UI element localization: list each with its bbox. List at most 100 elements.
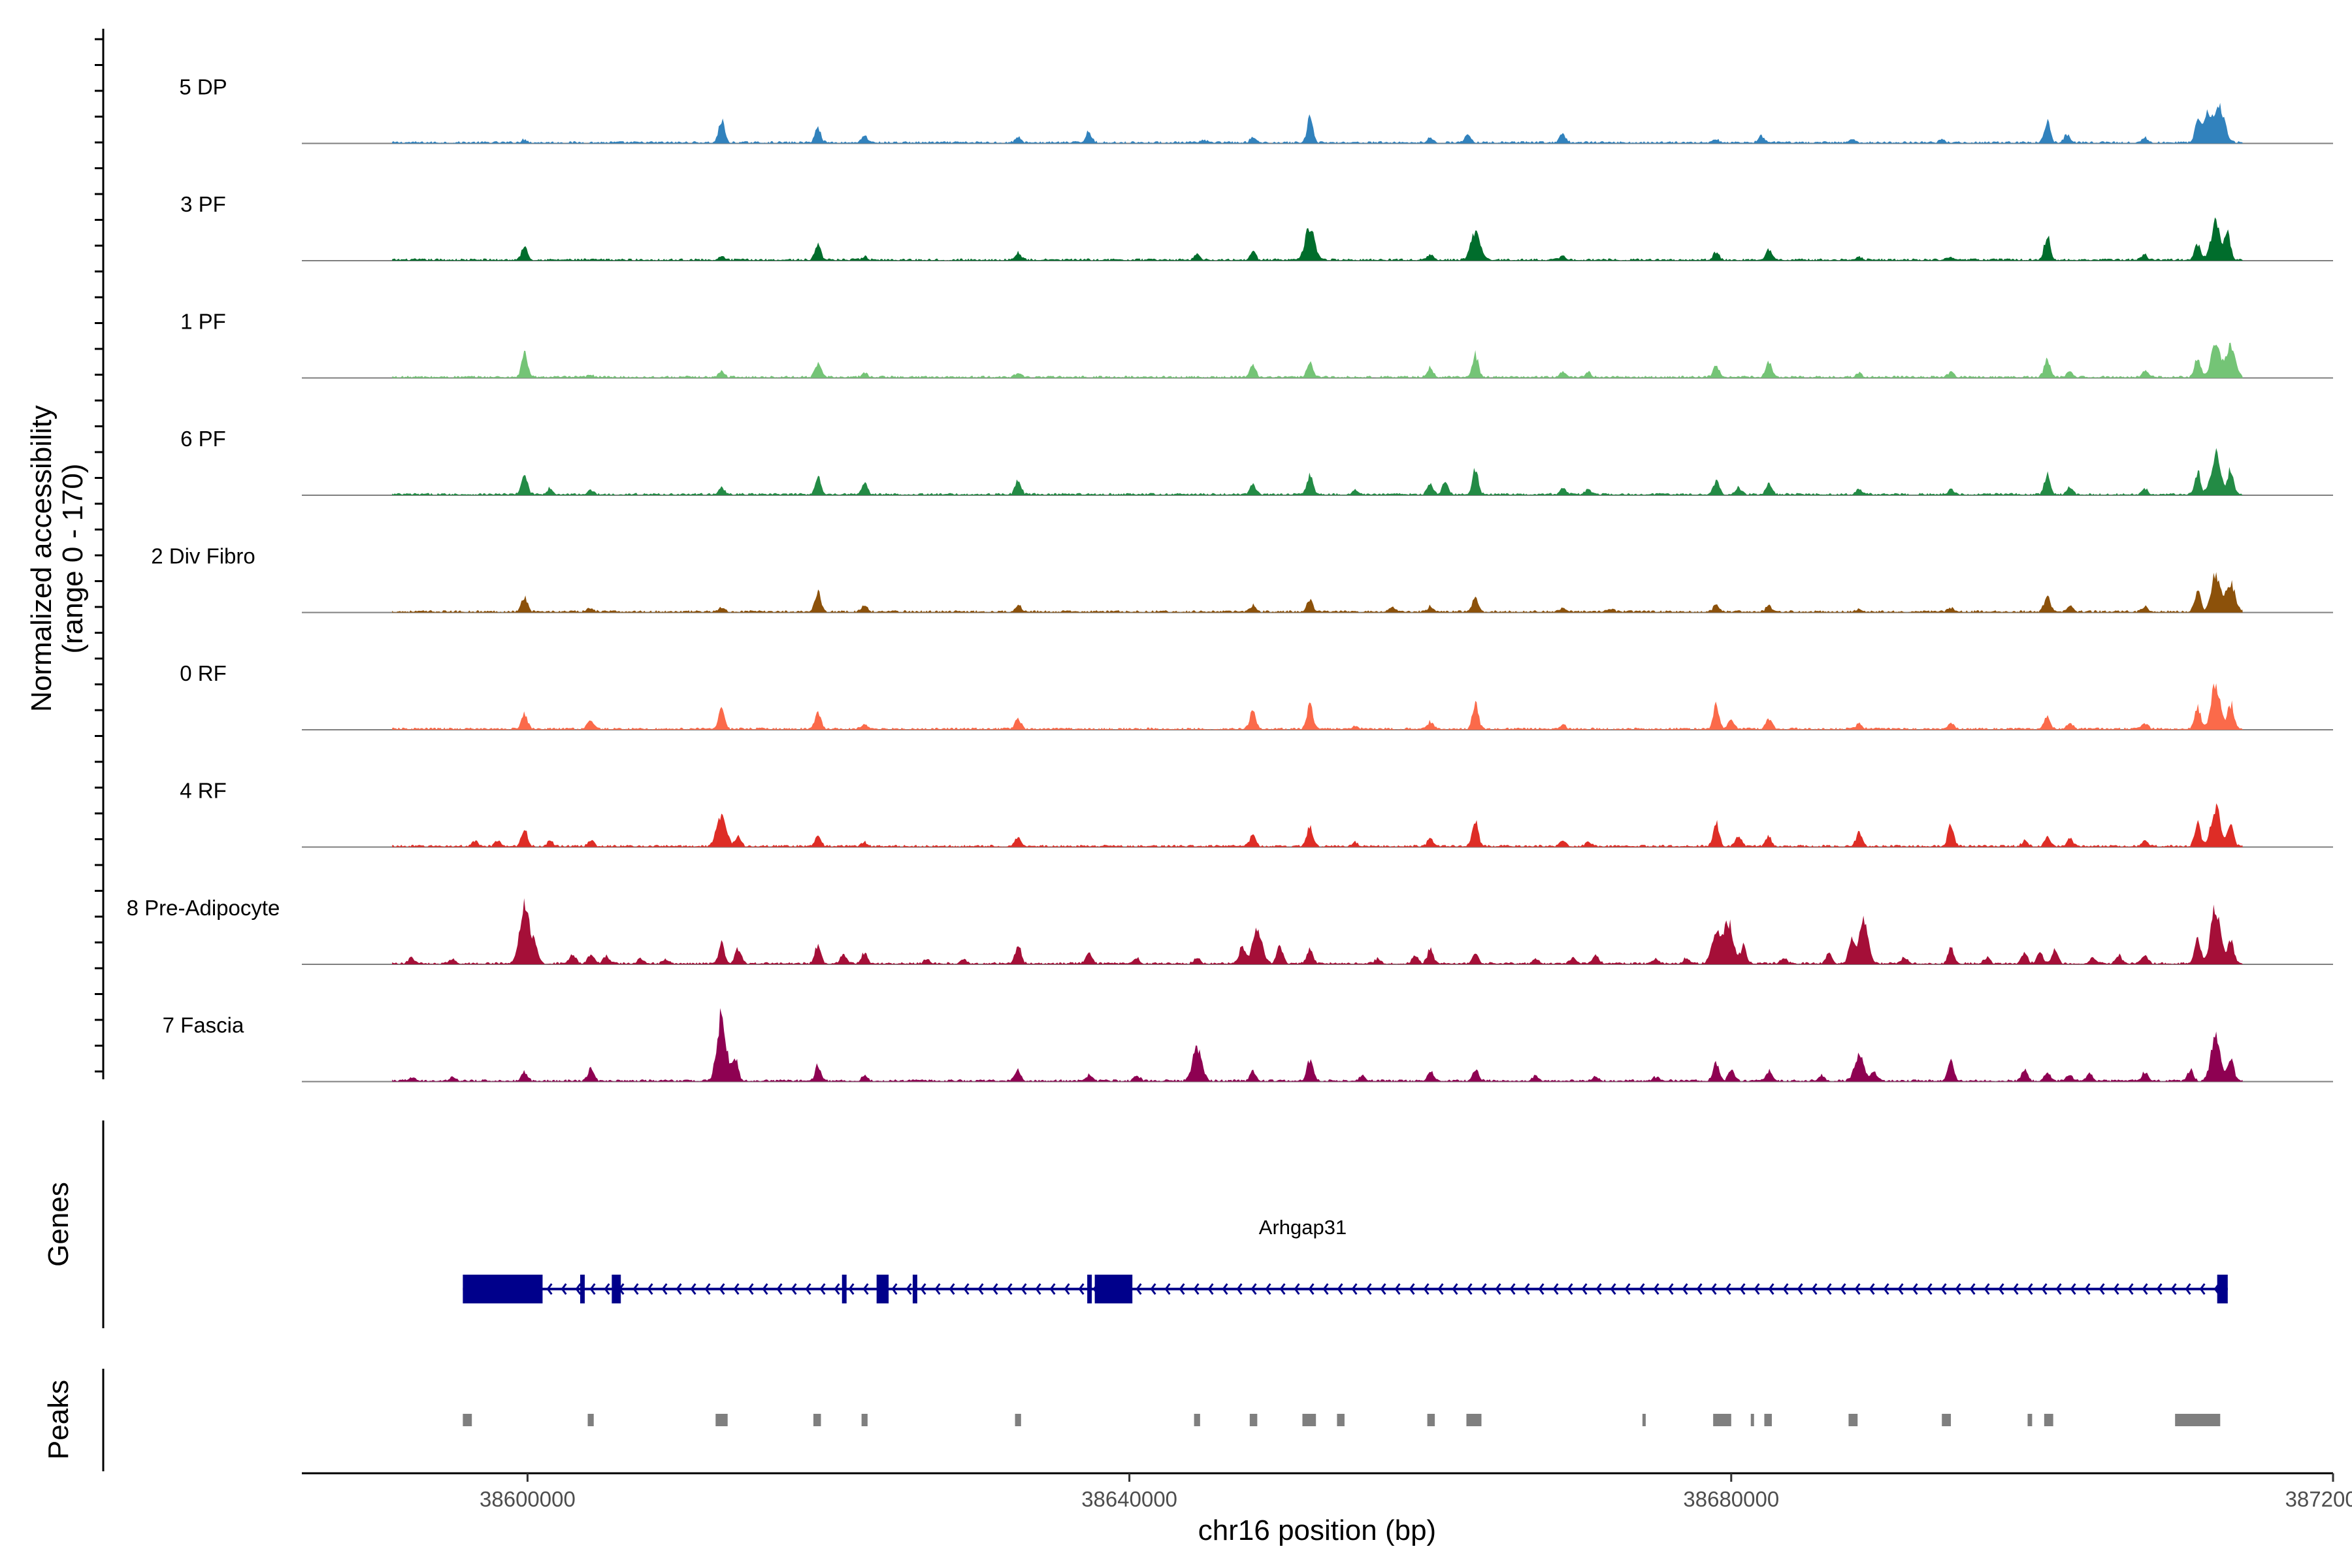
track-6-pf: 6 PF [180, 427, 2333, 496]
strand-arrow [1955, 1283, 1961, 1295]
peak-region [715, 1414, 728, 1426]
strand-arrow [676, 1283, 682, 1295]
strand-arrow [1337, 1283, 1343, 1295]
strand-arrow [1682, 1283, 1688, 1295]
strand-arrow [2185, 1283, 2191, 1295]
x-tick-label: 38680000 [1683, 1487, 1779, 1511]
strand-arrow [1078, 1283, 1085, 1295]
track-coverage-area [392, 898, 2243, 964]
strand-arrow [1552, 1283, 1559, 1295]
strand-arrow [2156, 1283, 2163, 1295]
strand-arrow [1135, 1283, 1142, 1295]
peak-region [2027, 1414, 2033, 1426]
track-3-pf: 3 PF [180, 192, 2333, 261]
track-label: 0 RF [180, 661, 227, 685]
strand-arrow [1639, 1283, 1645, 1295]
peak-region [463, 1414, 472, 1426]
strand-arrow [1940, 1283, 1947, 1295]
strand-arrow [1193, 1283, 1200, 1295]
strand-arrow [1782, 1283, 1789, 1295]
gene-exon [463, 1275, 543, 1303]
strand-arrow [561, 1283, 567, 1295]
track-coverage-area [392, 342, 2243, 378]
strand-arrow [1049, 1283, 1056, 1295]
track-coverage-area [392, 103, 2243, 144]
track-label: 8 Pre-Adipocyte [127, 896, 280, 920]
strand-arrow [1811, 1283, 1818, 1295]
track-coverage-area [392, 448, 2243, 495]
track-7-fascia: 7 Fascia [163, 1008, 2333, 1083]
strand-arrow [834, 1283, 840, 1295]
gene-exon [841, 1275, 847, 1303]
strand-arrow [589, 1283, 596, 1295]
genes-panel-label: Genes [42, 1182, 74, 1267]
track-coverage-area [392, 217, 2243, 261]
x-tick-label: 38720000 [2285, 1487, 2352, 1511]
strand-arrow [1365, 1283, 1372, 1295]
strand-arrow [992, 1283, 998, 1295]
strand-arrow [1883, 1283, 1889, 1295]
gene-exon [876, 1275, 889, 1303]
strand-arrow [1021, 1283, 1027, 1295]
strand-arrow [1250, 1283, 1257, 1295]
strand-arrow [1394, 1283, 1401, 1295]
strand-arrow [2041, 1283, 2048, 1295]
peak-region [1194, 1414, 1200, 1426]
gene-exon [2217, 1275, 2228, 1303]
y-axis-label-range: (range 0 - 170) [57, 463, 89, 653]
strand-arrow [1322, 1283, 1329, 1295]
strand-arrow [2170, 1283, 2177, 1295]
peak-region [1249, 1414, 1258, 1426]
strand-arrow [1854, 1283, 1861, 1295]
strand-arrow [1567, 1283, 1573, 1295]
gene-exon [580, 1275, 585, 1303]
strand-arrow [1754, 1283, 1760, 1295]
peak-region [1302, 1414, 1316, 1426]
track-label: 7 Fascia [163, 1013, 244, 1037]
strand-arrow [2199, 1283, 2206, 1295]
strand-arrow [1294, 1283, 1300, 1295]
peak-region [861, 1414, 868, 1426]
strand-arrow [2142, 1283, 2148, 1295]
track-label: 6 PF [180, 427, 226, 451]
strand-arrow [1064, 1283, 1070, 1295]
strand-arrow [2055, 1283, 2062, 1295]
strand-arrow [2070, 1283, 2076, 1295]
strand-arrow [906, 1283, 912, 1295]
track-5-dp: 5 DP [179, 75, 2333, 144]
strand-arrow [1969, 1283, 1976, 1295]
strand-arrow [1897, 1283, 1904, 1295]
strand-arrow [1150, 1283, 1156, 1295]
strand-arrow [1610, 1283, 1616, 1295]
peaks-panel-label: Peaks [42, 1380, 74, 1460]
strand-arrow [920, 1283, 926, 1295]
track-label: 4 RF [180, 779, 227, 803]
strand-arrow [1308, 1283, 1315, 1295]
track-label: 3 PF [180, 192, 226, 216]
track-coverage-area [392, 803, 2243, 847]
strand-arrow [1710, 1283, 1717, 1295]
strand-arrow [963, 1283, 970, 1295]
peak-region [1942, 1414, 1952, 1426]
y-axis-label: Normalized accessibility [25, 405, 57, 711]
peaks-track [463, 1414, 2221, 1426]
track-1-pf: 1 PF [180, 310, 2333, 379]
strand-arrow [1797, 1283, 1803, 1295]
strand-arrow [2127, 1283, 2134, 1295]
peak-region [1337, 1414, 1345, 1426]
strand-arrow [1538, 1283, 1544, 1295]
strand-arrow [1509, 1283, 1516, 1295]
peak-region [1713, 1414, 1731, 1426]
strand-arrow [791, 1283, 797, 1295]
strand-arrow [2099, 1283, 2105, 1295]
coverage-tracks: 5 DP 3 PF 1 PF 6 PF 2 Div Fibro 0 RF 4 RF 8 Pre… [127, 75, 2333, 1083]
strand-arrow [776, 1283, 783, 1295]
strand-arrow [2012, 1283, 2019, 1295]
strand-arrow [604, 1283, 610, 1295]
strand-arrow [1452, 1283, 1458, 1295]
strand-arrow [1869, 1283, 1875, 1295]
strand-arrow [1207, 1283, 1214, 1295]
strand-arrow [1912, 1283, 1918, 1295]
peak-region [1750, 1414, 1754, 1426]
